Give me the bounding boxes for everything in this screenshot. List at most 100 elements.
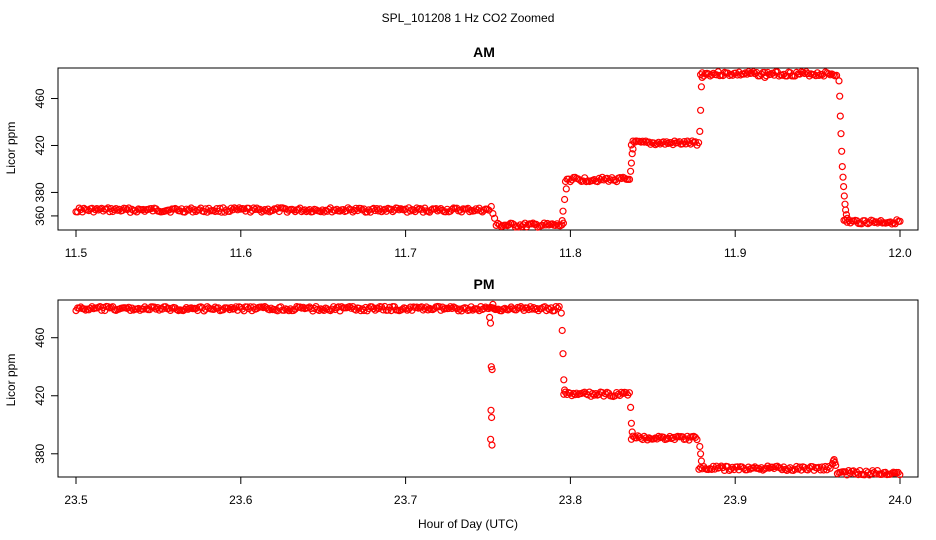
panel-title-pm: PM bbox=[474, 276, 495, 292]
data-point bbox=[694, 139, 703, 147]
data-point-p1-6 bbox=[487, 435, 495, 443]
data-point bbox=[843, 218, 851, 226]
data-point bbox=[708, 71, 716, 79]
data-point bbox=[251, 205, 259, 213]
data-point bbox=[824, 70, 833, 78]
data-point bbox=[590, 391, 598, 399]
data-point bbox=[424, 306, 432, 314]
data-point bbox=[110, 206, 119, 214]
data-point-p0-7 bbox=[626, 167, 635, 175]
data-point bbox=[75, 304, 83, 312]
data-point bbox=[654, 432, 663, 440]
x-tick-label-p1-0: 23.5 bbox=[64, 493, 88, 507]
data-band-p0-3 bbox=[627, 137, 703, 149]
y-tick-label-p1-2: 460 bbox=[33, 327, 47, 347]
data-point-p0-12 bbox=[696, 106, 705, 114]
data-point bbox=[545, 306, 554, 314]
x-tick-label-p0-1: 11.6 bbox=[230, 246, 253, 260]
data-point bbox=[820, 466, 828, 474]
data-point bbox=[555, 303, 563, 311]
data-point bbox=[371, 206, 379, 215]
data-point-p0-9 bbox=[628, 150, 636, 158]
data-point-p1-20 bbox=[697, 457, 706, 465]
data-point bbox=[448, 304, 456, 313]
data-point bbox=[466, 208, 474, 216]
x-tick-label-p0-3: 11.8 bbox=[559, 246, 582, 260]
data-band-p0-0 bbox=[72, 204, 493, 216]
panel-am: AM Licor ppm 11.5 11.6 11.7 11.8 11.9 12.0 360… bbox=[4, 44, 919, 260]
data-point bbox=[280, 306, 288, 314]
data-point bbox=[301, 206, 309, 214]
data-point-p0-1 bbox=[489, 210, 497, 218]
data-point bbox=[528, 305, 536, 313]
y-tick-label-p1-1: 420 bbox=[33, 385, 47, 405]
y-tick-label-p0-0: 360 bbox=[33, 206, 47, 226]
data-point bbox=[229, 206, 237, 214]
data-point bbox=[211, 303, 219, 311]
data-point bbox=[642, 434, 650, 442]
data-band-p1-0 bbox=[72, 302, 563, 315]
data-band-p0-4 bbox=[696, 68, 841, 80]
data-point bbox=[402, 304, 410, 313]
data-point bbox=[776, 464, 785, 472]
data-point bbox=[357, 204, 365, 213]
data-point bbox=[104, 303, 112, 311]
data-point-p1-8 bbox=[489, 300, 497, 308]
data-point bbox=[190, 206, 198, 214]
data-band-p1-2 bbox=[627, 432, 701, 444]
data-point-p0-20 bbox=[838, 163, 846, 171]
data-point bbox=[625, 389, 634, 397]
outlier-point-p0-0 bbox=[761, 73, 769, 82]
data-point-p0-14 bbox=[698, 73, 706, 82]
x-tick-label-p1-3: 23.8 bbox=[559, 493, 583, 507]
data-point-p1-13 bbox=[560, 376, 568, 384]
data-point bbox=[93, 205, 101, 213]
data-point bbox=[872, 218, 880, 226]
data-point bbox=[155, 306, 163, 314]
data-point-p0-26 bbox=[842, 211, 851, 219]
data-point-p0-24 bbox=[841, 200, 849, 208]
data-point bbox=[625, 175, 634, 183]
data-point bbox=[688, 137, 696, 145]
data-point-p0-4 bbox=[559, 207, 567, 215]
data-point bbox=[516, 221, 524, 229]
data-point bbox=[480, 206, 488, 214]
data-point-p0-25 bbox=[841, 206, 850, 214]
data-point bbox=[374, 207, 382, 215]
data-point-p1-18 bbox=[696, 442, 704, 451]
data-point bbox=[712, 462, 721, 470]
data-point bbox=[543, 219, 552, 228]
data-band-p1-1 bbox=[560, 388, 634, 401]
data-point bbox=[134, 304, 142, 313]
data-point bbox=[88, 204, 96, 212]
data-point-p0-23 bbox=[840, 192, 848, 200]
data-point bbox=[606, 176, 614, 184]
x-tick-label-p0-4: 11.9 bbox=[724, 246, 747, 260]
data-point bbox=[446, 303, 454, 311]
data-point bbox=[748, 69, 756, 77]
data-point bbox=[749, 464, 757, 472]
data-point-p1-1 bbox=[486, 319, 495, 327]
data-point bbox=[642, 137, 650, 145]
data-point-p0-15 bbox=[835, 77, 843, 85]
data-point-p0-3 bbox=[558, 217, 566, 225]
data-point-p1-4 bbox=[487, 406, 495, 414]
data-point bbox=[104, 204, 112, 212]
data-point bbox=[662, 138, 671, 146]
data-point-p1-16 bbox=[627, 419, 636, 427]
data-point bbox=[413, 204, 421, 212]
data-point-p1-19 bbox=[696, 450, 705, 458]
data-point bbox=[285, 307, 293, 315]
data-point-p1-12 bbox=[559, 350, 567, 358]
data-point bbox=[693, 436, 701, 444]
data-point bbox=[235, 204, 243, 212]
data-point bbox=[438, 303, 446, 311]
data-point-p0-22 bbox=[839, 183, 848, 191]
data-band-p1-4 bbox=[833, 467, 904, 479]
panel-title-am: AM bbox=[473, 44, 495, 60]
data-point-p0-16 bbox=[836, 92, 844, 100]
data-point-p0-5 bbox=[560, 195, 569, 204]
data-point bbox=[749, 68, 758, 76]
x-tick-label-p1-2: 23.7 bbox=[394, 493, 418, 507]
plot-frame bbox=[57, 299, 919, 478]
